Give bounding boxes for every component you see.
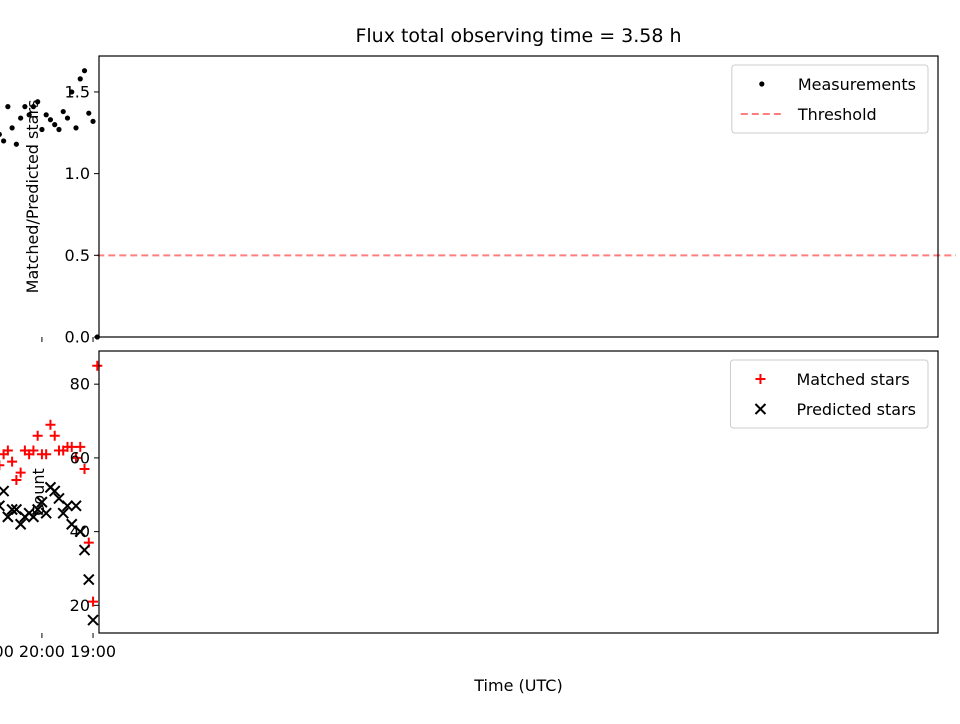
data-point bbox=[80, 545, 90, 555]
bottom-plot-panel: 2040608019:0020:0021:0022:0023:0000:0001… bbox=[0, 351, 938, 661]
top-plot-panel: 0.0 0.5 1.0 1.5 Measurements Threshold bbox=[0, 56, 956, 347]
data-point bbox=[10, 125, 15, 130]
legend-label: Matched stars bbox=[796, 370, 909, 389]
data-point bbox=[84, 575, 94, 585]
data-point bbox=[86, 111, 91, 116]
data-point bbox=[88, 615, 98, 625]
top-y-tick-label: 1.5 bbox=[65, 82, 90, 101]
data-point bbox=[0, 460, 4, 470]
data-point bbox=[14, 142, 19, 147]
data-point bbox=[0, 501, 4, 511]
bottom-legend: Matched stars Predicted stars bbox=[730, 360, 928, 428]
data-point bbox=[44, 112, 49, 117]
legend-label: Measurements bbox=[798, 75, 916, 94]
top-chart-title: Flux total observing time = 3.58 h bbox=[355, 25, 681, 47]
data-point bbox=[56, 127, 61, 132]
x-axis-label: Time (UTC) bbox=[473, 676, 562, 695]
bottom-y-tick-label: 40 bbox=[70, 522, 90, 541]
legend-label: Threshold bbox=[797, 105, 877, 124]
bottom-x-tick-label: 21:00 bbox=[0, 642, 14, 661]
top-y-axis-label: Matched/Predicted stars bbox=[23, 100, 42, 294]
bottom-x-tick-label: 20:00 bbox=[19, 642, 65, 661]
top-y-tick-label: 0.5 bbox=[65, 246, 90, 265]
data-point bbox=[82, 68, 87, 73]
bottom-y-tick-label: 80 bbox=[70, 375, 90, 394]
top-y-tick-label: 0.0 bbox=[65, 328, 90, 347]
data-point bbox=[45, 420, 55, 430]
top-series-measurements bbox=[0, 68, 100, 339]
data-point bbox=[1, 138, 6, 143]
top-legend: Measurements Threshold bbox=[732, 65, 928, 133]
data-point bbox=[73, 125, 78, 130]
data-point bbox=[61, 109, 66, 114]
data-point bbox=[5, 104, 10, 109]
bottom-y-tick-label: 20 bbox=[70, 596, 90, 615]
data-point bbox=[48, 117, 53, 122]
legend-label: Predicted stars bbox=[796, 400, 916, 419]
data-point bbox=[7, 457, 17, 467]
data-point bbox=[65, 115, 70, 120]
bottom-y-tick-label: 60 bbox=[70, 448, 90, 467]
data-point bbox=[33, 431, 43, 441]
top-y-tick-label: 1.0 bbox=[65, 164, 90, 183]
legend-swatch bbox=[759, 81, 764, 86]
bottom-y-axis-label: Count bbox=[29, 468, 48, 516]
data-point bbox=[71, 501, 81, 511]
data-point bbox=[90, 119, 95, 124]
data-point bbox=[52, 122, 57, 127]
data-point bbox=[0, 132, 2, 137]
bottom-x-tick-label: 19:00 bbox=[70, 642, 116, 661]
data-point bbox=[50, 431, 60, 441]
data-point bbox=[0, 486, 9, 496]
data-point bbox=[78, 76, 83, 81]
data-point bbox=[92, 361, 102, 371]
